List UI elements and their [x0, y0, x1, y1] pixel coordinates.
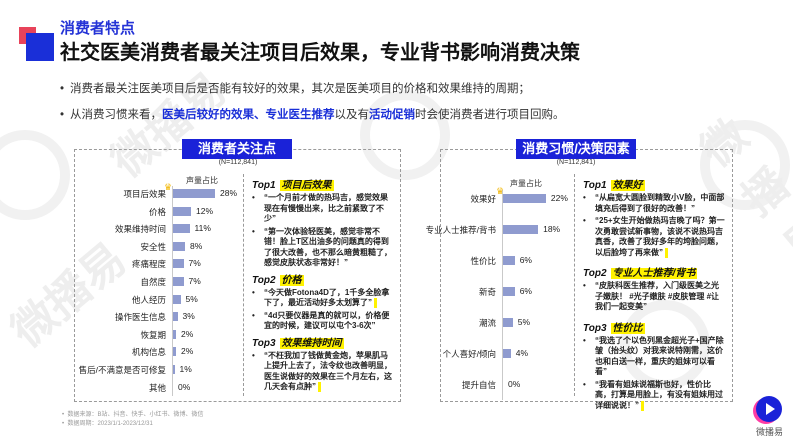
top3-heading: Top3 效果维持时间 [252, 337, 344, 349]
bar [173, 312, 178, 322]
bar [503, 287, 515, 296]
bar-value-label: 0% [178, 381, 191, 392]
bar [173, 241, 185, 251]
quote: “第一次体验轻医美，感觉非常不错！脸上T区出油多的问题真的得到了很大改善，也不那… [252, 227, 393, 269]
bar-category-label: 性价比 [470, 256, 496, 266]
bar [173, 294, 181, 304]
bar [173, 206, 191, 216]
bar-value-label: 6% [519, 255, 532, 265]
bar [173, 189, 215, 198]
bar-value-label: 7% [188, 276, 201, 286]
consumer-focus-title: 消费者关注点 [182, 139, 292, 159]
bar-value-label: 28% [220, 188, 238, 198]
bar [503, 194, 546, 203]
quote: “从扁宽大圆脸到精致小V脸，中面部填充后得到了很好的改善！” [583, 193, 726, 214]
bar-value-label: 2% [181, 346, 194, 357]
bar [173, 259, 184, 269]
bar-value-label: 7% [188, 258, 201, 269]
top2-heading: Top2 专业人士推荐/背书 [583, 268, 698, 280]
bar-value-label: 5% [517, 317, 531, 327]
sample-size-label: (N=112,841) [556, 159, 596, 166]
bar-category-label: 其他 [148, 382, 166, 393]
quote: “一个月前才做的热玛吉，感觉效果现在有慢慢出来，比之前紧致了不少” [252, 193, 393, 225]
bar-category-label: 疼痛程度 [131, 259, 166, 270]
axis-title: 声量占比 [510, 179, 542, 188]
bar-value-label: 11% [194, 223, 211, 234]
data-source-note: • 数据来源：B站、抖音、快手、小红书、微博、微信 [62, 412, 204, 418]
top2-heading: Top2 价格 [252, 274, 304, 286]
bar-category-label: 他人经历 [131, 294, 166, 305]
section-subtitle: 消费者特点 [60, 20, 136, 37]
bar-value-label: 3% [182, 311, 195, 322]
bar-category-label: 新奇 [478, 287, 496, 297]
chart-axis [502, 190, 503, 400]
bar-category-label: 潮流 [478, 318, 496, 328]
crown-icon: ♛ [496, 186, 505, 196]
bar-value-label: 5% [185, 293, 198, 304]
quote: “我选了个以色列黑金超光子+国产除皱（抬头纹）对我来说特刚需，这价也和白送一样，… [583, 336, 726, 378]
top1-heading: Top1 项目后效果 [252, 180, 334, 191]
logo-square-blue [26, 33, 54, 61]
bar [173, 347, 176, 357]
bar-category-label: 售后/不满意是否可修复 [78, 365, 166, 375]
sample-size-label: (N=112,841) [218, 159, 258, 166]
bar [173, 365, 175, 374]
quote: “我看有姐妹说福斯也好，性价比高，打算是用脸上，有没有姐妹用过详细说说！” [583, 380, 726, 412]
bar [503, 349, 511, 358]
bar-category-label: 个人喜好/倾向 [442, 349, 496, 359]
bar-category-label: 效果好 [470, 194, 496, 204]
bar-value-label: 4% [515, 348, 529, 358]
bar-value-label: 12% [196, 205, 214, 216]
top3-heading: Top3 性价比 [583, 322, 645, 334]
bar-category-label: 提升自信 [461, 380, 496, 390]
data-period-note: • 数据周期：2023/1/1-2023/12/31 [62, 421, 153, 427]
top1-heading: Top1 效果好 [583, 180, 645, 191]
bar-category-label: 项目后效果 [123, 189, 166, 199]
summary-bullet-1: • 消费者最关注医美项目后是否能有较好的效果，其次是医美项目的价格和效果维持的周期… [60, 83, 531, 95]
bar [503, 256, 515, 265]
axis-title: 声量占比 [186, 176, 218, 185]
bar-value-label: 22% [550, 193, 568, 203]
quote: “4d只要仪器是真的就可以，价格便宜的时候，建议可以屯个3-6次” [252, 311, 393, 332]
bar-category-label: 安全性 [140, 241, 166, 252]
bar-category-label: 机构信息 [131, 347, 166, 358]
quote: “不枉我加了钱做黄金炮，苹果肌马上提升上去了，法令纹也改善明显，医生说做好的效果… [252, 351, 393, 393]
quote: “皮肤科医生推荐，入门级医美之光子嫩肤！ #光子嫩肤 #皮肤管理 #让我们一起变… [583, 281, 726, 313]
bar-value-label: 1% [179, 364, 192, 374]
bar-value-label: 8% [190, 240, 203, 251]
quote: “25+女生开始做热玛吉晚了吗？第一次勇敢尝试新事物，该说不说热玛吉真香，改善了… [583, 216, 726, 258]
page-title: 社交医美消费者最关注项目后效果，专业背书影响消费决策 [60, 42, 580, 64]
bar-category-label: 专业人士推荐/背书 [425, 225, 496, 235]
bar-value-label: 2% [181, 328, 194, 339]
crown-icon: ♛ [164, 182, 173, 192]
bar [173, 329, 176, 339]
bar-value-label: 18% [543, 224, 561, 234]
play-logo-icon [756, 396, 783, 422]
chart-axis [172, 186, 173, 396]
bar-value-label: 6% [519, 286, 532, 296]
bar [173, 224, 190, 234]
bar [503, 225, 539, 234]
bar [503, 318, 513, 327]
quote: “今天做Fotona4D了，1千多全脸拿下了，最近活动好多太划算了” [252, 288, 393, 309]
decision-factors-title: 消费习惯/决策因素 [516, 139, 636, 159]
bar-category-label: 操作医生信息 [114, 312, 166, 323]
summary-bullet-2: • 从消费习惯来看，医美后较好的效果、专业医生推荐以及有活动促销时会使消费者进行项… [60, 109, 565, 121]
bar-value-label: 0% [508, 379, 521, 389]
watermark-logo-icon [0, 130, 70, 220]
bar-category-label: 恢复期 [140, 329, 166, 340]
bar [173, 277, 184, 286]
bar-category-label: 效果维持时间 [114, 224, 166, 235]
brand-logo: 微播易 [756, 396, 783, 438]
bar-category-label: 自然度 [140, 277, 166, 287]
bar-category-label: 价格 [148, 206, 166, 217]
brand-name: 微播易 [755, 427, 783, 437]
